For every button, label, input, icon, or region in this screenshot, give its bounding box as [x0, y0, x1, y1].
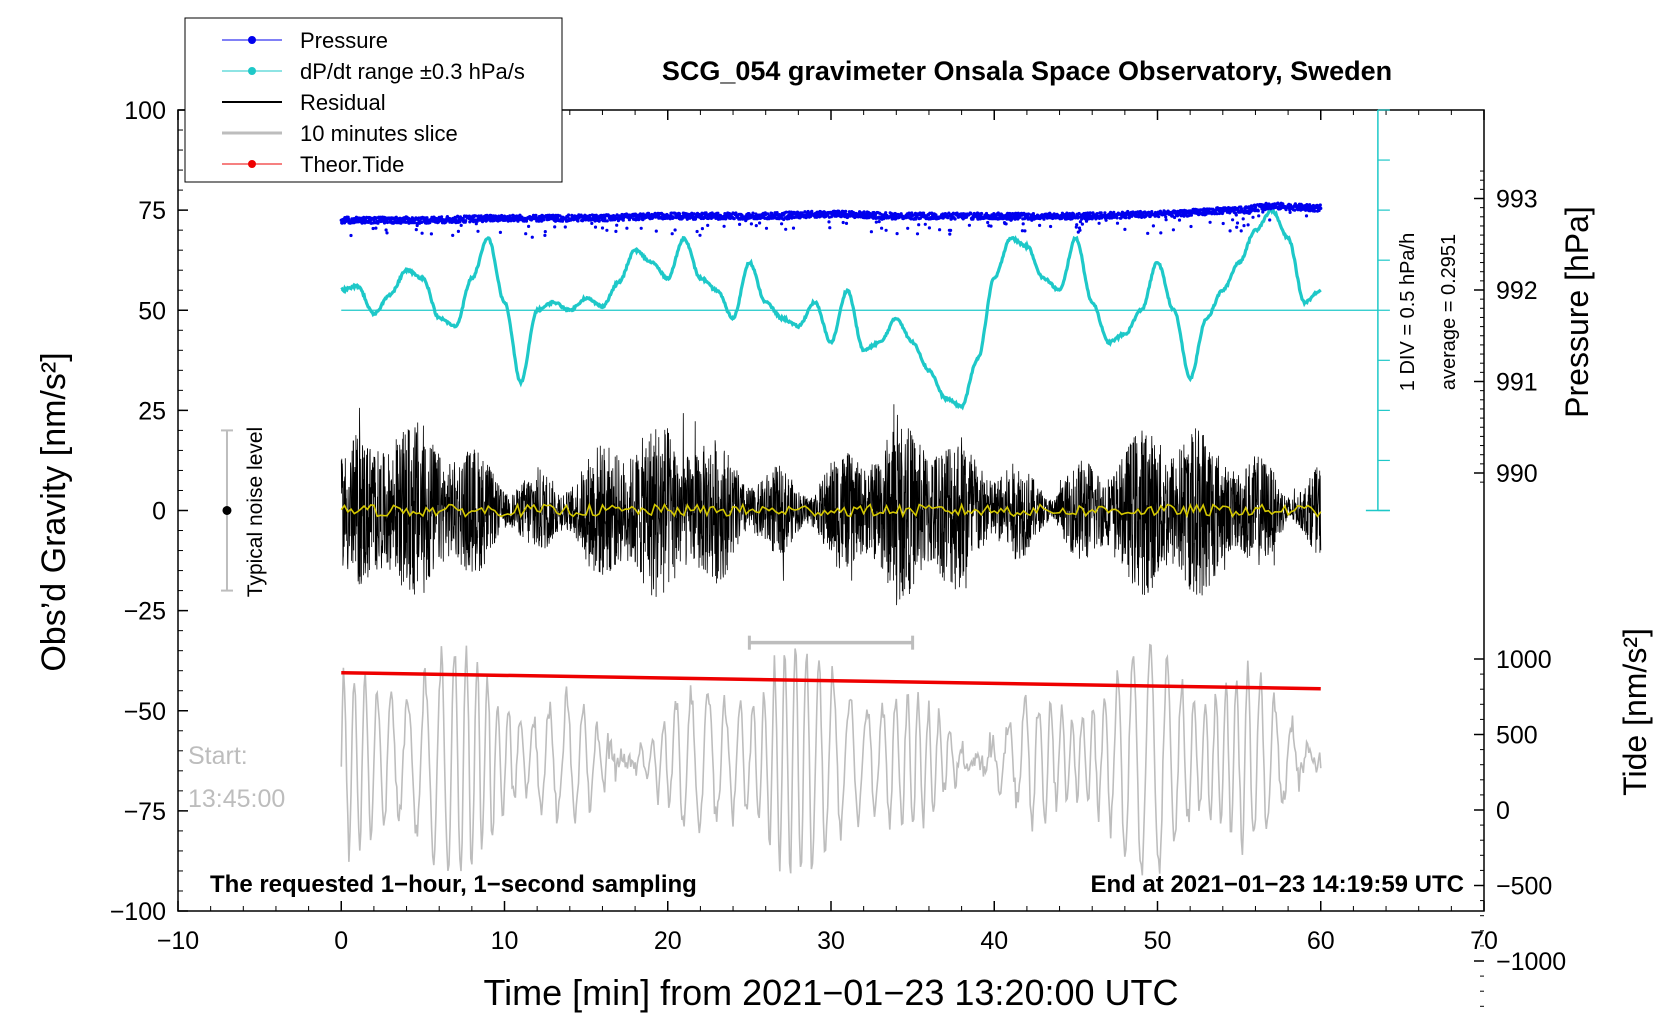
tick-labels: −10 0 10 20 30 40 50 60 70−100−75−50−25025507510…: [110, 97, 1567, 976]
dpdt-div-label: 1 DIV = 0.5 hPa/h: [1397, 233, 1419, 391]
residual-line: [340, 404, 1322, 606]
sampling-note: The requested 1−hour, 1−second sampling: [210, 871, 697, 898]
tide-tick-label: 0: [1496, 797, 1510, 825]
y-tick-label: 50: [138, 297, 166, 325]
dpdt-average-label: average = 0.2951: [1438, 234, 1460, 390]
x-axis-title: Time [min] from 2021−01−23 13:20:00 UTC: [483, 972, 1178, 1013]
y-tick-label: 75: [138, 197, 166, 225]
noise-level-indicator: [220, 429, 233, 592]
y-axis-title-gravity: Obs’d Gravity [nm/s²]: [35, 352, 73, 671]
y-axis-title-pressure: Pressure [hPa]: [1559, 206, 1595, 418]
legend-item-residual: Residual: [222, 90, 386, 115]
x-tick-label: 40: [980, 927, 1008, 955]
x-tick-label: 60: [1307, 927, 1335, 955]
pressure-series: [339, 201, 1323, 239]
y-tick-label: −50: [124, 698, 166, 726]
legend-label-residual: Residual: [300, 90, 386, 115]
legend-box: [184, 17, 563, 183]
residual-series: [340, 404, 1322, 606]
axis-ticks: [177, 109, 1485, 1007]
legend: Pressure dP/dt range ±0.3 hPa/s Residual…: [184, 17, 563, 183]
end-time-note: End at 2021−01−23 14:19:59 UTC: [1090, 871, 1464, 898]
pressure-tick-label: 992: [1496, 277, 1538, 305]
legend-item-tide: Theor.Tide: [222, 152, 404, 177]
y-tick-label: 25: [138, 397, 166, 425]
dpdt-series: [340, 206, 1322, 411]
legend-item-slice: 10 minutes slice: [222, 121, 458, 146]
tide-tick-label: −1000: [1496, 948, 1566, 976]
legend-label-pressure: Pressure: [300, 28, 388, 53]
y-axis-title-tide: Tide [nm/s²]: [1617, 628, 1653, 796]
y-tick-label: 0: [152, 498, 166, 526]
tide-tick-label: 500: [1496, 722, 1538, 750]
x-tick-label: 30: [817, 927, 845, 955]
legend-item-pressure: Pressure: [222, 28, 388, 53]
x-tick-label: 50: [1144, 927, 1172, 955]
theoretical-tide-series: [341, 670, 1321, 691]
y-tick-label: −25: [124, 598, 166, 626]
slice-waveform-line: [340, 643, 1322, 876]
ten-minute-slice-series: [340, 643, 1322, 876]
x-tick-label: 0: [334, 927, 348, 955]
legend-item-dpdt: dP/dt range ±0.3 hPa/s: [222, 59, 525, 84]
y-tick-label: −100: [110, 898, 166, 926]
dpdt-scale-bar: [1365, 109, 1390, 512]
chart-title: SCG_054 gravimeter Onsala Space Observat…: [662, 56, 1392, 86]
residual-mean-line: [340, 502, 1322, 519]
y-tick-label: −75: [124, 798, 166, 826]
dpdt-line: [340, 206, 1322, 411]
legend-label-dpdt: dP/dt range ±0.3 hPa/s: [300, 59, 525, 84]
x-tick-label: 10: [491, 927, 519, 955]
noise-level-label: Typical noise level: [244, 427, 267, 597]
residual-mean-series: [340, 502, 1322, 519]
start-time-label: 13:45:00: [188, 785, 285, 813]
slice-marker: [747, 635, 915, 650]
tide-tick-label: 1000: [1496, 646, 1552, 674]
x-tick-label: 20: [654, 927, 682, 955]
x-tick-label: −10: [157, 927, 199, 955]
pressure-points: [339, 201, 1323, 239]
legend-label-slice: 10 minutes slice: [300, 121, 458, 146]
start-label: Start:: [188, 742, 248, 770]
pressure-tick-label: 991: [1496, 369, 1538, 397]
pressure-tick-label: 993: [1496, 186, 1538, 214]
legend-label-tide: Theor.Tide: [300, 152, 404, 177]
noise-level-center-dot: [222, 506, 232, 515]
x-tick-label: 70: [1470, 927, 1498, 955]
theoretical-tide-line: [341, 670, 1321, 691]
tide-tick-label: −500: [1496, 873, 1552, 901]
y-tick-label: 100: [124, 97, 166, 125]
pressure-tick-label: 990: [1496, 460, 1538, 488]
